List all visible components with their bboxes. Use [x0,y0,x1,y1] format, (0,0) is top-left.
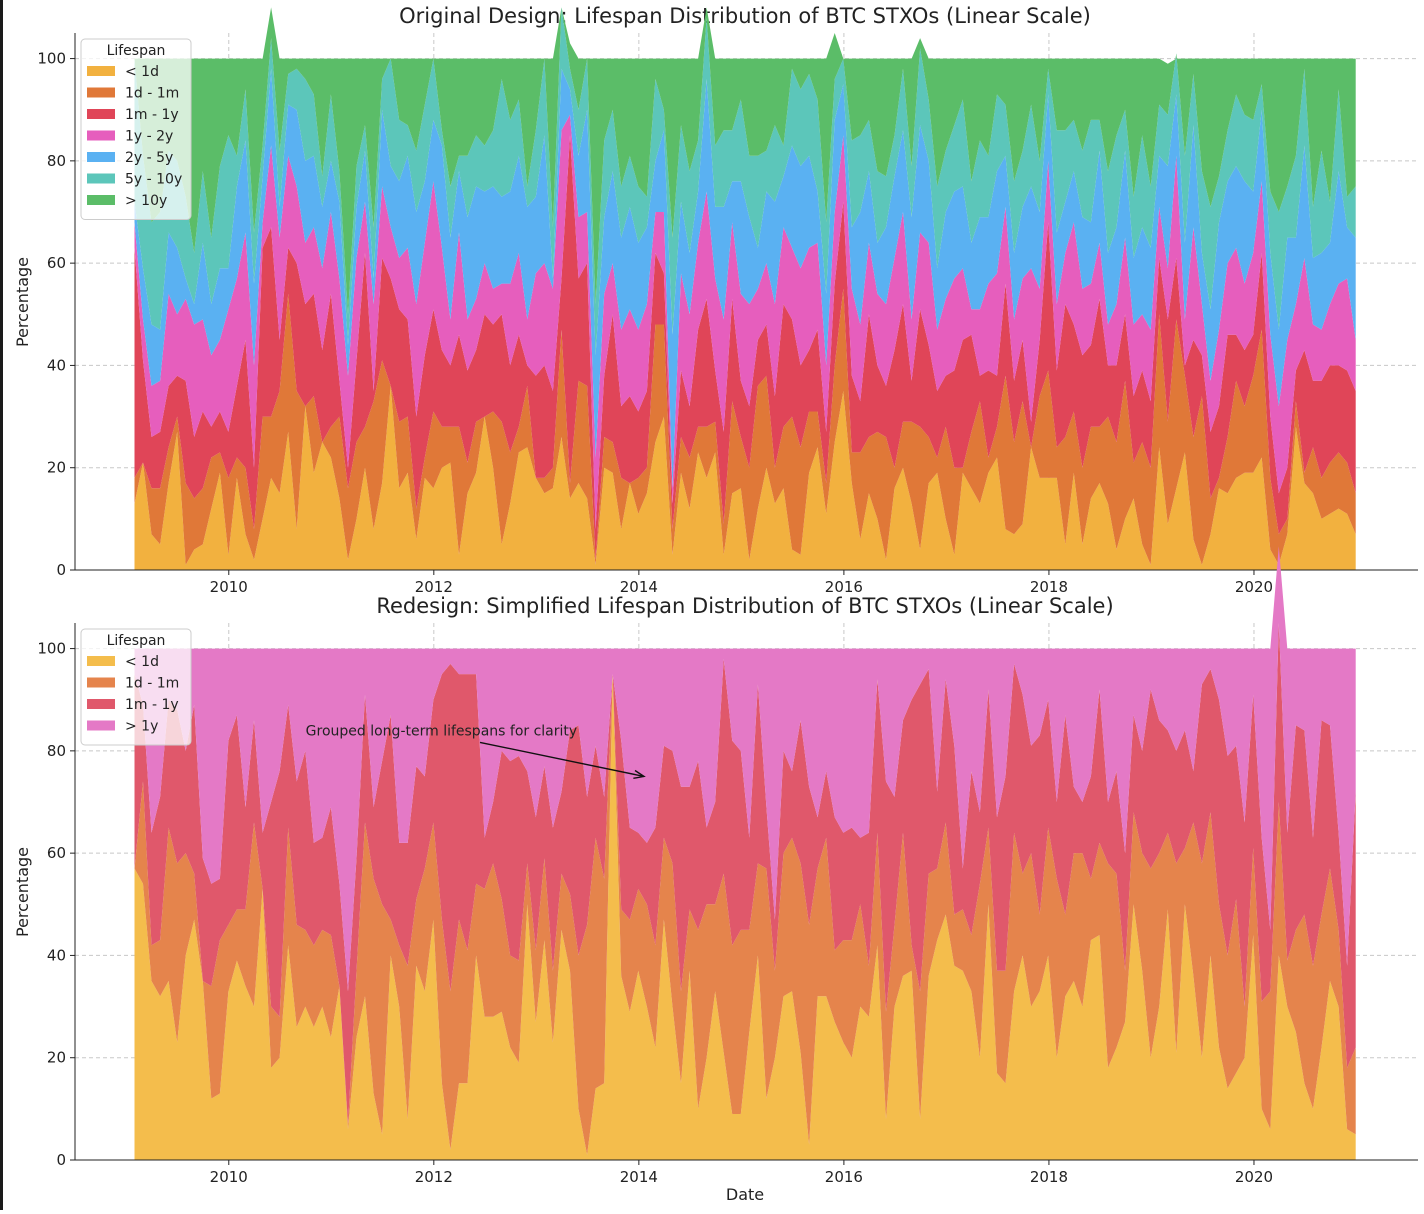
y-tick-label: 40 [47,946,66,964]
annotation: Grouped long-term lifespans for clarity [306,723,646,780]
area-series [134,114,1356,530]
legend-swatch [87,152,115,162]
legend-entry: < 1d [125,654,159,670]
legend: Lifespan < 1d 1d - 1m 1m - 1y 1y - 2y 2y - 5y… [80,38,192,220]
legend-entry: 1d - 1m [125,86,179,102]
x-tick-label: 2012 [415,1168,453,1186]
legend-swatch [87,656,115,666]
area-series [134,674,1356,1160]
area-series [134,623,1356,1125]
x-tick-label: 2014 [620,1168,658,1186]
x-tick-label: 2020 [1235,578,1273,596]
chart-bottom-redesign: Redesign: Simplified Lifespan Distributi… [13,546,1418,1204]
window-edge [0,0,3,1210]
legend-entry: 2y - 5y [125,150,173,166]
legend-swatch [87,173,115,184]
area-series [134,385,1356,570]
x-tick-label: 2020 [1235,1168,1273,1186]
y-tick-label: 20 [47,459,66,477]
y-tick-label: 100 [37,50,66,68]
x-axis-label: Date [726,1185,764,1204]
area-series [134,68,1356,489]
x-tick-label: 2016 [825,1168,863,1186]
legend-entry: 1m - 1y [125,107,179,123]
y-axis-label: Percentage [13,847,32,937]
area-series [134,135,1356,560]
legend-swatch [87,699,115,709]
chart-title: Redesign: Simplified Lifespan Distributi… [376,594,1113,618]
legend-swatch [87,720,115,731]
area-series [134,546,1356,992]
y-tick-label: 100 [37,640,66,658]
y-tick-label: 60 [47,254,66,272]
legend-swatch [87,195,115,205]
legend-title: Lifespan [107,43,166,59]
x-tick-label: 2016 [825,578,863,596]
chart-top-original-design: Original Design: Lifespan Distribution o… [13,4,1418,596]
annotation-arrowhead [633,769,646,780]
area-series [134,288,1356,565]
legend-entry: 1d - 1m [125,676,179,692]
legend-title: Lifespan [107,633,166,649]
x-tick-label: 2012 [415,578,453,596]
legend-entry: 1m - 1y [125,697,179,713]
legend-entry: 1y - 2y [125,129,173,145]
legend: Lifespan < 1d 1d - 1m 1m - 1y > 1y [80,628,192,746]
annotation-text: Grouped long-term lifespans for clarity [306,723,578,739]
legend-entry: < 1d [125,64,159,80]
x-tick-label: 2010 [210,578,248,596]
y-tick-label: 0 [56,1151,66,1169]
annotation-arrow [479,741,645,778]
x-tick-label: 2010 [210,1168,248,1186]
y-tick-label: 40 [47,356,66,374]
area-series [134,7,1356,315]
y-tick-label: 80 [47,742,66,760]
x-tick-label: 2018 [1030,1168,1068,1186]
y-tick-label: 20 [47,1049,66,1067]
legend-swatch [87,677,115,688]
stacked-areas [134,546,1356,1160]
legend-swatch [87,66,115,76]
y-axis-label: Percentage [13,257,32,347]
stacked-areas [134,7,1356,570]
chart-title: Original Design: Lifespan Distribution o… [399,4,1091,28]
legend-entry: > 1y [125,719,158,735]
y-tick-label: 80 [47,152,66,170]
legend-swatch [87,130,115,141]
legend-entry: > 10y [125,193,167,209]
area-series [134,7,1356,356]
y-tick-label: 60 [47,844,66,862]
area-series [134,674,1356,1155]
y-tick-label: 0 [56,561,66,579]
legend-swatch [87,87,115,98]
legend-entry: 5y - 10y [125,172,182,188]
legend-swatch [87,109,115,119]
x-tick-label: 2018 [1030,578,1068,596]
x-tick-label: 2014 [620,578,658,596]
